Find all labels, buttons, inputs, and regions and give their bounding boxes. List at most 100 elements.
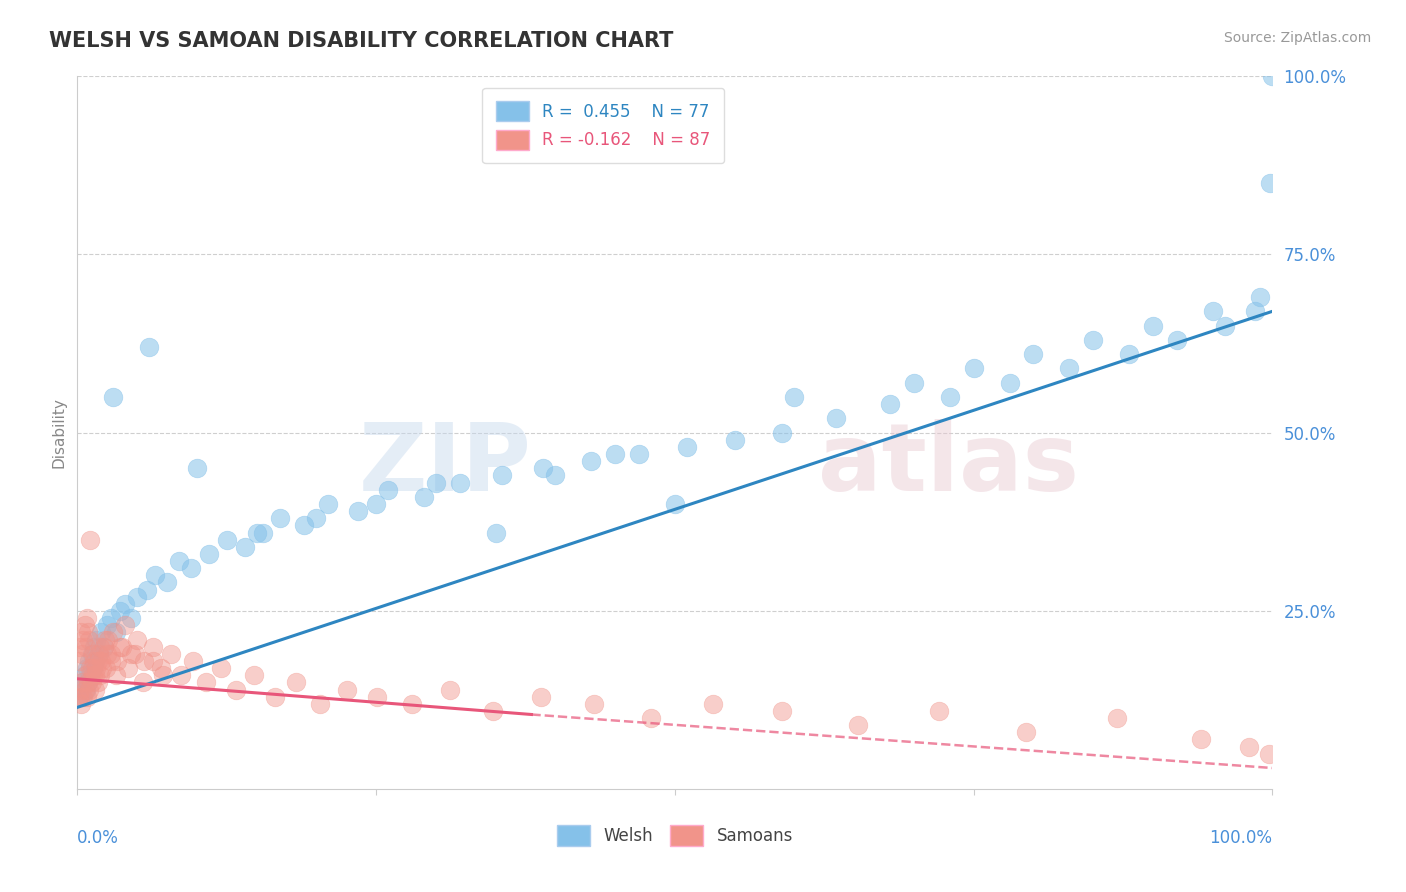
Point <box>582 697 605 711</box>
Point <box>783 390 806 404</box>
Point <box>80 647 103 661</box>
Point <box>449 475 471 490</box>
Point <box>998 376 1021 390</box>
Point <box>69 682 91 697</box>
Point <box>439 682 461 697</box>
Point <box>825 411 848 425</box>
Point <box>89 640 111 654</box>
Point <box>1166 333 1188 347</box>
Point <box>105 654 128 668</box>
Point <box>209 661 232 675</box>
Point <box>94 661 117 675</box>
Point <box>79 533 101 547</box>
Point <box>186 461 208 475</box>
Point <box>90 625 112 640</box>
Point <box>530 690 553 704</box>
Point <box>1083 333 1105 347</box>
Point <box>544 468 567 483</box>
Point <box>1243 304 1265 318</box>
Point <box>72 690 94 704</box>
Point <box>1257 747 1279 761</box>
Point <box>263 690 285 704</box>
Point <box>104 668 127 682</box>
Point <box>772 704 794 718</box>
Point <box>676 440 699 454</box>
Text: Source: ZipAtlas.com: Source: ZipAtlas.com <box>1223 31 1371 45</box>
Point <box>84 654 107 668</box>
Point <box>86 632 108 647</box>
Point <box>93 640 115 654</box>
Point <box>142 654 165 668</box>
Point <box>132 675 155 690</box>
Point <box>170 668 193 682</box>
Point <box>285 675 308 690</box>
Point <box>86 654 108 668</box>
Point <box>903 376 925 390</box>
Point <box>110 604 132 618</box>
Point <box>702 697 724 711</box>
Point <box>135 582 157 597</box>
Point <box>156 575 179 590</box>
Point <box>82 668 104 682</box>
Point <box>103 625 124 640</box>
Point <box>401 697 423 711</box>
Point <box>94 632 117 647</box>
Point <box>181 654 204 668</box>
Point <box>1107 711 1129 725</box>
Point <box>91 661 114 675</box>
Point <box>605 447 627 461</box>
Point <box>318 497 340 511</box>
Point <box>1022 347 1045 361</box>
Point <box>138 340 160 354</box>
Point <box>1189 732 1212 747</box>
Point <box>939 390 962 404</box>
Point <box>270 511 292 525</box>
Point <box>89 668 111 682</box>
Point <box>347 504 370 518</box>
Point <box>75 640 97 654</box>
Point <box>1059 361 1081 376</box>
Point <box>87 647 110 661</box>
Point <box>70 647 93 661</box>
Point <box>581 454 603 468</box>
Point <box>120 611 142 625</box>
Point <box>70 675 93 690</box>
Point <box>1201 304 1223 318</box>
Point <box>879 397 901 411</box>
Point <box>482 704 505 718</box>
Point <box>96 618 118 632</box>
Point <box>73 668 96 682</box>
Point <box>79 632 101 647</box>
Point <box>246 525 269 540</box>
Point <box>491 468 513 483</box>
Text: 0.0%: 0.0% <box>77 829 120 847</box>
Point <box>640 711 662 725</box>
Point <box>110 640 132 654</box>
Point <box>77 675 100 690</box>
Point <box>628 447 651 461</box>
Point <box>79 654 101 668</box>
Point <box>67 690 90 704</box>
Point <box>928 704 950 718</box>
Point <box>533 461 555 475</box>
Point <box>120 647 142 661</box>
Point <box>79 682 101 697</box>
Point <box>114 618 136 632</box>
Point <box>69 640 91 654</box>
Text: 100.0%: 100.0% <box>1209 829 1272 847</box>
Point <box>152 668 174 682</box>
Point <box>70 682 93 697</box>
Point <box>664 497 686 511</box>
Point <box>76 661 98 675</box>
Point <box>86 675 108 690</box>
Point <box>80 661 103 675</box>
Point <box>72 675 94 690</box>
Point <box>1213 318 1236 333</box>
Point <box>77 675 100 690</box>
Point <box>215 533 238 547</box>
Point <box>117 661 139 675</box>
Point <box>83 640 105 654</box>
Text: atlas: atlas <box>818 418 1080 511</box>
Point <box>76 611 98 625</box>
Point <box>484 525 508 540</box>
